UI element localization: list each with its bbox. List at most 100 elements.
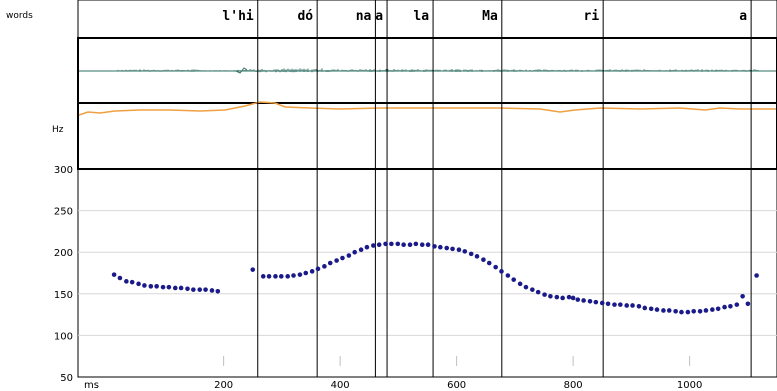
- pitch-point: [599, 300, 605, 306]
- pitch-point: [309, 269, 315, 274]
- pitch-point: [117, 275, 123, 281]
- segment-boundaries: [257, 0, 752, 377]
- pitch-point: [642, 305, 648, 311]
- pitch-point: [191, 287, 196, 292]
- pitch-point: [505, 273, 511, 278]
- segment-label: ri: [584, 9, 600, 24]
- pitch-point: [468, 251, 474, 257]
- pitch-point: [419, 242, 425, 248]
- pitch-point: [260, 274, 266, 279]
- segment-label: a: [739, 9, 747, 24]
- pitch-point: [517, 281, 523, 287]
- pitch-point: [111, 272, 117, 277]
- y-axis-ticks: 50 100 150 200 250 300: [54, 165, 73, 384]
- pitch-point: [734, 302, 740, 307]
- pitch-point: [364, 244, 370, 250]
- pitch-point: [185, 286, 190, 292]
- pitch-point: [593, 299, 599, 305]
- pitch-points: [111, 241, 759, 315]
- segment-labels: l'hi dó na a la Ma ri a: [222, 9, 747, 24]
- x-tick-label: 1000: [677, 380, 702, 391]
- pitch-point: [142, 283, 147, 288]
- pitch-point: [462, 249, 468, 254]
- y-tick-label: 50: [60, 373, 73, 384]
- segment-label: l'hi: [222, 9, 253, 24]
- pitch-point: [728, 303, 733, 309]
- pitch-point: [624, 303, 630, 308]
- pitch-point: [334, 258, 339, 263]
- pitch-point: [178, 285, 184, 291]
- pitch-point: [685, 309, 691, 315]
- x-tick-label: 600: [447, 380, 466, 391]
- pitch-point: [395, 241, 401, 247]
- pitch-point: [438, 244, 443, 250]
- x-axis-unit-label: ms: [84, 380, 99, 391]
- segment-label: Ma: [482, 9, 498, 24]
- pitch-point: [250, 267, 256, 272]
- pitch-point: [530, 287, 535, 292]
- pitch-point: [499, 269, 504, 274]
- pitch-contour-line: [78, 101, 776, 116]
- pitch-point: [315, 266, 321, 272]
- y-tick-label: 150: [54, 290, 73, 301]
- pitch-point: [740, 293, 745, 299]
- pitch-point: [548, 293, 553, 299]
- pitch-point: [456, 247, 462, 253]
- pitch-point: [285, 274, 291, 279]
- pitch-point: [376, 242, 382, 248]
- pitch-point: [327, 260, 333, 266]
- pitch-point: [297, 272, 303, 277]
- pitch-point: [612, 302, 617, 307]
- pitch-point: [444, 245, 450, 251]
- pitch-point: [371, 243, 376, 248]
- pitch-point: [352, 249, 357, 255]
- pitch-plot-frame: [77, 168, 777, 378]
- pitch-point: [346, 253, 352, 258]
- pitch-point: [575, 297, 581, 302]
- pitch-point: [566, 294, 572, 300]
- pitch-point: [166, 284, 172, 290]
- pitch-point: [618, 302, 623, 307]
- waveform-trace: [117, 67, 759, 74]
- y-tick-label: 250: [54, 207, 73, 218]
- y-tick-label: 100: [54, 331, 73, 342]
- pitch-point: [303, 270, 309, 276]
- segment-label: dó: [297, 9, 313, 24]
- pitch-point: [197, 287, 203, 292]
- pitch-point: [710, 307, 715, 312]
- pitch-point: [203, 287, 208, 292]
- pitch-point: [389, 241, 394, 247]
- pitch-point: [636, 303, 642, 309]
- pitch-point: [745, 301, 751, 307]
- pitch-point: [523, 284, 529, 290]
- pitch-point: [630, 303, 635, 308]
- words-tier-label: words: [6, 11, 33, 21]
- pitch-point: [605, 301, 611, 307]
- pitch-point: [554, 294, 560, 300]
- pitch-point: [542, 292, 547, 297]
- pitch-point: [581, 298, 586, 303]
- pitch-point: [481, 257, 486, 262]
- x-axis-ticks: 200 400 600 800 1000: [214, 356, 702, 391]
- pitch-point: [493, 264, 498, 270]
- pitch-point: [474, 254, 480, 259]
- x-tick-label: 800: [564, 380, 583, 391]
- pitch-point: [383, 241, 388, 247]
- pitch-point: [291, 273, 296, 278]
- pitch-point: [697, 308, 703, 314]
- pitch-point: [560, 295, 565, 301]
- pitch-point: [679, 309, 684, 315]
- pitch-point: [278, 274, 284, 279]
- hz-axis-label: Hz: [52, 125, 64, 135]
- pitch-point: [172, 285, 178, 291]
- pitch-point: [691, 308, 697, 314]
- segment-label: la: [413, 9, 429, 24]
- pitch-point: [666, 308, 672, 313]
- segment-label: na: [356, 9, 372, 24]
- pitch-point: [407, 242, 413, 248]
- pitch-point: [511, 277, 517, 282]
- pitch-point: [148, 284, 154, 289]
- y-tick-label: 200: [54, 248, 73, 259]
